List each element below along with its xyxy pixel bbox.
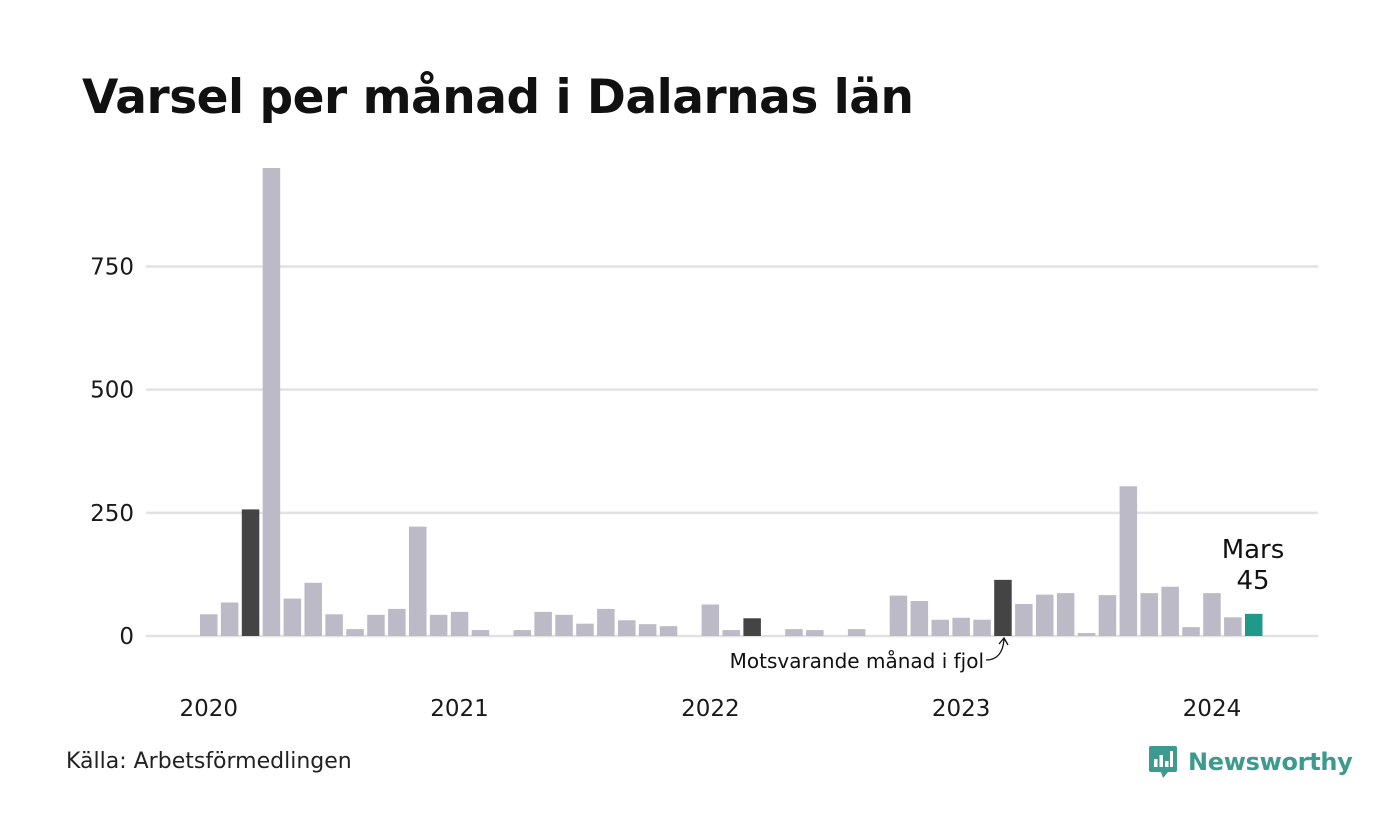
x-tick-label: 2020	[179, 696, 238, 722]
source-note: Källa: Arbetsförmedlingen	[66, 749, 352, 774]
bar-current-month	[1245, 613, 1263, 636]
bar-previous-year	[743, 618, 761, 636]
bar	[1203, 593, 1221, 636]
current-value-label: 45	[1236, 566, 1269, 596]
bar	[1098, 595, 1117, 636]
bar	[847, 629, 866, 636]
bar	[806, 630, 824, 636]
bar	[262, 168, 281, 636]
bar	[450, 611, 469, 636]
bar	[429, 614, 448, 636]
newsworthy-chart-icon	[1149, 746, 1177, 778]
bar-previous-year	[241, 509, 260, 636]
bar	[200, 614, 218, 636]
bar	[1161, 586, 1179, 636]
bar	[1056, 593, 1075, 636]
bar	[618, 620, 636, 636]
bar	[1036, 594, 1054, 636]
bar	[513, 630, 531, 636]
bar	[409, 526, 427, 636]
bar-previous-year	[994, 579, 1012, 636]
bar	[659, 626, 678, 636]
y-axis-ticks: 0 250 500 750	[90, 255, 134, 650]
bar	[367, 614, 385, 636]
chart-title: Varsel per månad i Dalarnas län	[82, 70, 914, 125]
bar	[1077, 633, 1096, 636]
grid-lines	[146, 265, 1318, 638]
y-tick-label: 500	[90, 378, 134, 404]
bar-chart: 0 250 500 750 2020 2021 2022 2023 2024 Motsvara…	[90, 168, 1318, 722]
bar	[1140, 593, 1158, 636]
bar	[889, 595, 908, 636]
bar	[701, 604, 720, 636]
x-tick-label: 2024	[1183, 696, 1242, 722]
bar	[638, 624, 657, 636]
bar	[576, 623, 594, 636]
bar	[722, 630, 740, 636]
y-tick-label: 0	[119, 624, 134, 650]
x-tick-label: 2021	[430, 696, 489, 722]
brand-logo: Newsworthy	[1148, 744, 1353, 780]
bar	[534, 611, 552, 636]
bar	[283, 598, 302, 636]
brand-name: Newsworthy	[1188, 748, 1353, 776]
bar	[471, 630, 490, 636]
bar	[785, 629, 803, 636]
annotations: Motsvarande månad i fjol Mars 45	[730, 535, 1285, 673]
annotation-arrowhead	[998, 636, 1009, 646]
bar	[952, 617, 970, 636]
annotation-arrow	[985, 638, 1005, 661]
x-tick-label: 2022	[681, 696, 740, 722]
bar	[1119, 486, 1138, 636]
bar	[346, 629, 364, 636]
previous-year-annotation: Motsvarande månad i fjol	[730, 649, 984, 673]
bar	[325, 614, 343, 636]
bar	[973, 619, 991, 636]
y-tick-label: 750	[90, 255, 134, 281]
bar	[555, 614, 573, 636]
bar	[1182, 627, 1200, 636]
bars	[200, 168, 1263, 636]
bar	[304, 582, 322, 636]
bar	[931, 619, 949, 636]
bar	[220, 602, 239, 636]
x-tick-label: 2023	[932, 696, 991, 722]
y-tick-label: 250	[90, 501, 134, 527]
x-axis-ticks: 2020 2021 2022 2023 2024	[179, 696, 1241, 722]
bar	[1224, 617, 1242, 636]
current-month-label: Mars	[1222, 535, 1285, 565]
bar	[597, 608, 615, 636]
bar	[388, 608, 406, 636]
bar	[910, 601, 929, 636]
bar	[1015, 603, 1033, 636]
